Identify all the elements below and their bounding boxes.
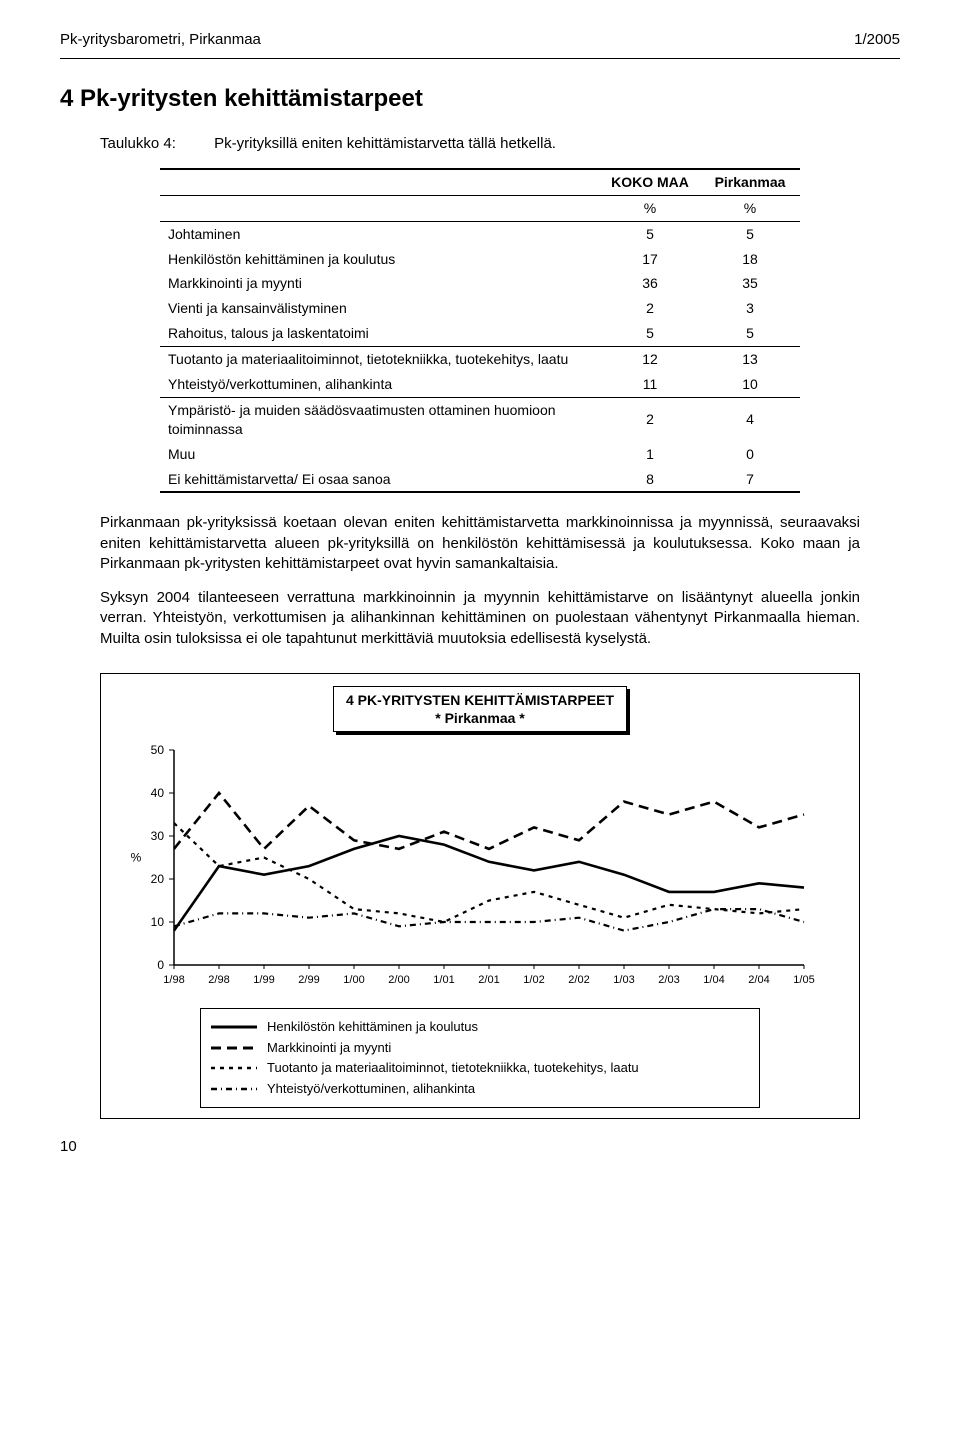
row-label: Vienti ja kansainvälistyminen bbox=[160, 296, 600, 321]
table-row: Tuotanto ja materiaalitoiminnot, tietote… bbox=[160, 347, 800, 372]
row-val-b: 3 bbox=[700, 296, 800, 321]
svg-text:1/00: 1/00 bbox=[343, 974, 364, 986]
svg-text:1/02: 1/02 bbox=[523, 974, 544, 986]
col-pct-1: % bbox=[600, 195, 700, 221]
chart-legend: Henkilöstön kehittäminen ja koulutus Mark… bbox=[200, 1008, 760, 1107]
svg-text:2/98: 2/98 bbox=[208, 974, 229, 986]
table-caption: Pk-yrityksillä eniten kehittämistarvetta… bbox=[214, 135, 556, 152]
svg-text:40: 40 bbox=[151, 786, 165, 800]
svg-text:1/04: 1/04 bbox=[703, 974, 724, 986]
table-row: Ei kehittämistarvetta/ Ei osaa sanoa87 bbox=[160, 467, 800, 493]
row-val-b: 0 bbox=[700, 442, 800, 467]
col-blank bbox=[160, 169, 600, 195]
row-label: Rahoitus, talous ja laskentatoimi bbox=[160, 321, 600, 346]
col-pct-2: % bbox=[700, 195, 800, 221]
svg-text:2/99: 2/99 bbox=[298, 974, 319, 986]
legend-label: Yhteistyö/verkottuminen, alihankinta bbox=[267, 1080, 475, 1098]
header-rule bbox=[60, 58, 900, 59]
row-label: Tuotanto ja materiaalitoiminnot, tietote… bbox=[160, 347, 600, 372]
svg-text:10: 10 bbox=[151, 915, 165, 929]
table-row: Markkinointi ja myynti3635 bbox=[160, 271, 800, 296]
col-header-2: Pirkanmaa bbox=[700, 169, 800, 195]
table-caption-row: Taulukko 4: Pk-yrityksillä eniten kehitt… bbox=[100, 134, 900, 154]
chart-container: 4 PK-YRITYSTEN KEHITTÄMISTARPEET * Pirka… bbox=[100, 673, 860, 1119]
row-label: Muu bbox=[160, 442, 600, 467]
svg-text:30: 30 bbox=[151, 829, 165, 843]
row-val-a: 36 bbox=[600, 271, 700, 296]
table-label: Taulukko 4: bbox=[100, 134, 210, 154]
svg-text:1/03: 1/03 bbox=[613, 974, 634, 986]
svg-text:%: % bbox=[131, 851, 142, 865]
col-blank2 bbox=[160, 195, 600, 221]
chart-title: 4 PK-YRITYSTEN KEHITTÄMISTARPEET * Pirka… bbox=[333, 686, 627, 732]
row-val-b: 35 bbox=[700, 271, 800, 296]
svg-text:2/00: 2/00 bbox=[388, 974, 409, 986]
row-val-b: 13 bbox=[700, 347, 800, 372]
legend-label: Tuotanto ja materiaalitoiminnot, tietote… bbox=[267, 1059, 639, 1077]
legend-label: Henkilöstön kehittäminen ja koulutus bbox=[267, 1018, 478, 1036]
svg-text:1/01: 1/01 bbox=[433, 974, 454, 986]
row-val-a: 8 bbox=[600, 467, 700, 493]
row-val-a: 17 bbox=[600, 247, 700, 272]
table-row: Yhteistyö/verkottuminen, alihankinta1110 bbox=[160, 372, 800, 397]
row-val-a: 5 bbox=[600, 321, 700, 346]
col-header-1: KOKO MAA bbox=[600, 169, 700, 195]
data-table: KOKO MAA Pirkanmaa % % Johtaminen55Henki… bbox=[160, 168, 800, 494]
svg-text:1/05: 1/05 bbox=[793, 974, 814, 986]
row-label: Yhteistyö/verkottuminen, alihankinta bbox=[160, 372, 600, 397]
legend-label: Markkinointi ja myynti bbox=[267, 1039, 391, 1057]
line-chart: 0 10 20 30 40 50% 1/98 2/98 1/99 2/99 1/00 2/00 1/01… bbox=[119, 740, 819, 1000]
row-label: Markkinointi ja myynti bbox=[160, 271, 600, 296]
paragraph-2: Syksyn 2004 tilanteeseen verrattuna mark… bbox=[100, 588, 860, 649]
row-val-b: 18 bbox=[700, 247, 800, 272]
table-row: Ympäristö- ja muiden säädösvaatimusten o… bbox=[160, 397, 800, 441]
legend-item: Tuotanto ja materiaalitoiminnot, tietote… bbox=[211, 1059, 749, 1077]
header-left: Pk-yritysbarometri, Pirkanmaa bbox=[60, 30, 261, 50]
section-title: 4 Pk-yritysten kehittämistarpeet bbox=[60, 83, 900, 115]
row-val-b: 5 bbox=[700, 321, 800, 346]
svg-text:0: 0 bbox=[157, 958, 164, 972]
row-val-b: 7 bbox=[700, 467, 800, 493]
table-row: Muu10 bbox=[160, 442, 800, 467]
table-row: Henkilöstön kehittäminen ja koulutus1718 bbox=[160, 247, 800, 272]
svg-text:1/98: 1/98 bbox=[163, 974, 184, 986]
table-row: Johtaminen55 bbox=[160, 221, 800, 246]
chart-title-line2: * Pirkanmaa * bbox=[435, 710, 525, 726]
svg-text:1/99: 1/99 bbox=[253, 974, 274, 986]
header-right: 1/2005 bbox=[854, 30, 900, 50]
row-val-a: 12 bbox=[600, 347, 700, 372]
chart-title-line1: 4 PK-YRITYSTEN KEHITTÄMISTARPEET bbox=[346, 692, 614, 708]
legend-item: Yhteistyö/verkottuminen, alihankinta bbox=[211, 1080, 749, 1098]
table-row: Rahoitus, talous ja laskentatoimi55 bbox=[160, 321, 800, 346]
page-number: 10 bbox=[60, 1137, 900, 1157]
svg-text:2/02: 2/02 bbox=[568, 974, 589, 986]
row-val-a: 11 bbox=[600, 372, 700, 397]
svg-text:2/01: 2/01 bbox=[478, 974, 499, 986]
row-label: Johtaminen bbox=[160, 221, 600, 246]
row-label: Henkilöstön kehittäminen ja koulutus bbox=[160, 247, 600, 272]
row-val-a: 1 bbox=[600, 442, 700, 467]
row-val-a: 2 bbox=[600, 397, 700, 441]
body-text: Pirkanmaan pk-yrityksissä koetaan olevan… bbox=[100, 513, 860, 649]
chart-title-wrap: 4 PK-YRITYSTEN KEHITTÄMISTARPEET * Pirka… bbox=[119, 686, 841, 732]
row-label: Ei kehittämistarvetta/ Ei osaa sanoa bbox=[160, 467, 600, 493]
table-row: Vienti ja kansainvälistyminen23 bbox=[160, 296, 800, 321]
legend-item: Markkinointi ja myynti bbox=[211, 1039, 749, 1057]
svg-text:2/04: 2/04 bbox=[748, 974, 769, 986]
row-val-b: 4 bbox=[700, 397, 800, 441]
paragraph-1: Pirkanmaan pk-yrityksissä koetaan olevan… bbox=[100, 513, 860, 574]
svg-text:20: 20 bbox=[151, 872, 165, 886]
row-val-b: 10 bbox=[700, 372, 800, 397]
svg-text:2/03: 2/03 bbox=[658, 974, 679, 986]
row-label: Ympäristö- ja muiden säädösvaatimusten o… bbox=[160, 397, 600, 441]
page-header: Pk-yritysbarometri, Pirkanmaa 1/2005 bbox=[60, 30, 900, 50]
svg-text:50: 50 bbox=[151, 743, 165, 757]
legend-item: Henkilöstön kehittäminen ja koulutus bbox=[211, 1018, 749, 1036]
row-val-b: 5 bbox=[700, 221, 800, 246]
row-val-a: 5 bbox=[600, 221, 700, 246]
row-val-a: 2 bbox=[600, 296, 700, 321]
